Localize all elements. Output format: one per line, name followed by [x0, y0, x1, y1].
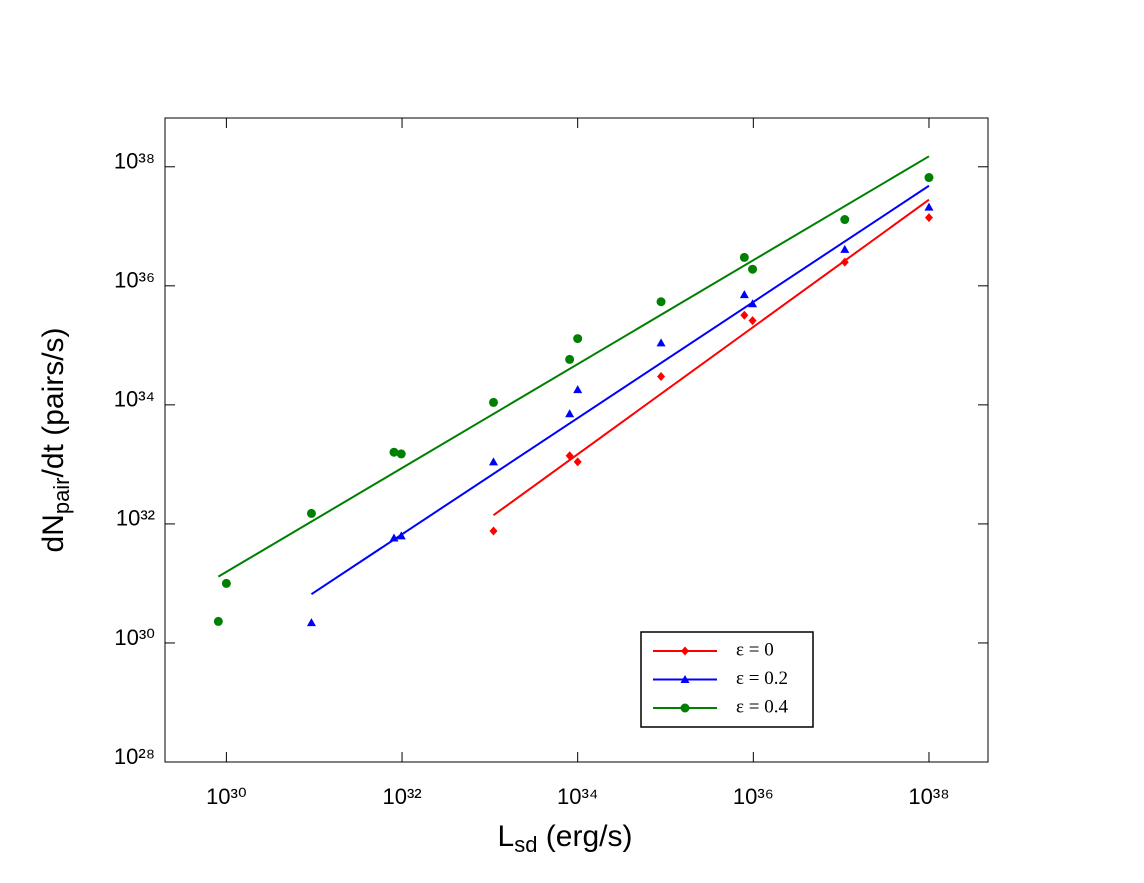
- point: [924, 213, 933, 223]
- x-tick-label: 10³⁸: [908, 784, 949, 809]
- point: [389, 447, 399, 457]
- legend-label: ε = 0.4: [736, 696, 788, 717]
- point: [221, 578, 231, 588]
- point: [488, 397, 498, 407]
- legend-label: ε = 0.2: [736, 668, 788, 689]
- y-tick-label: 10³⁰: [114, 625, 155, 650]
- point: [924, 173, 934, 183]
- x-axis-label: Lsd (erg/s): [498, 820, 633, 857]
- legend-marker: [681, 646, 689, 656]
- point: [573, 385, 583, 394]
- point: [573, 334, 583, 344]
- point: [396, 449, 406, 459]
- x-tick-label: 10³⁶: [733, 784, 774, 809]
- y-tick-label: 10³⁴: [114, 387, 155, 412]
- point: [306, 618, 316, 627]
- point: [739, 252, 749, 262]
- point: [396, 531, 406, 540]
- point: [748, 299, 758, 308]
- x-tick-label: 10³⁴: [557, 784, 598, 809]
- fit-line: [310, 184, 930, 596]
- x-tick-label: 10³⁰: [206, 784, 247, 809]
- legend-label: ε = 0: [736, 639, 774, 660]
- point: [489, 526, 498, 536]
- point: [740, 310, 749, 320]
- point: [748, 264, 758, 274]
- point: [306, 508, 316, 518]
- point: [488, 457, 498, 466]
- y-tick-label: 10²⁸: [114, 744, 155, 769]
- y-label-sub: pair: [49, 477, 74, 514]
- point: [657, 371, 666, 381]
- point: [840, 244, 850, 253]
- point: [213, 616, 223, 626]
- point: [565, 354, 575, 364]
- point: [656, 297, 666, 307]
- point: [565, 409, 575, 418]
- fit-line: [492, 198, 930, 517]
- plot-frame: [164, 117, 989, 763]
- point: [389, 533, 399, 542]
- point: [840, 215, 850, 225]
- point: [656, 338, 666, 347]
- y-tick-label: 10³⁶: [114, 268, 155, 293]
- y-axis-label: dNpair/dt (pairs/s): [37, 327, 74, 552]
- point: [573, 457, 582, 467]
- y-label-rest: /dt (pairs/s): [37, 327, 70, 477]
- point: [840, 257, 849, 267]
- point: [924, 202, 934, 211]
- fit-line: [217, 155, 930, 578]
- x-label-main: L: [498, 820, 515, 853]
- point: [748, 316, 757, 326]
- x-label-sub: sd: [514, 832, 537, 857]
- legend-marker: [680, 703, 690, 713]
- y-tick-label: 10³²: [116, 506, 155, 531]
- point: [565, 451, 574, 461]
- legend-marker: [680, 675, 690, 683]
- x-tick-label: 10³²: [382, 784, 421, 809]
- x-label-rest: (erg/s): [537, 820, 632, 853]
- y-tick-label: 10³⁸: [114, 149, 155, 174]
- y-label-main: dN: [37, 514, 70, 552]
- point: [739, 290, 749, 299]
